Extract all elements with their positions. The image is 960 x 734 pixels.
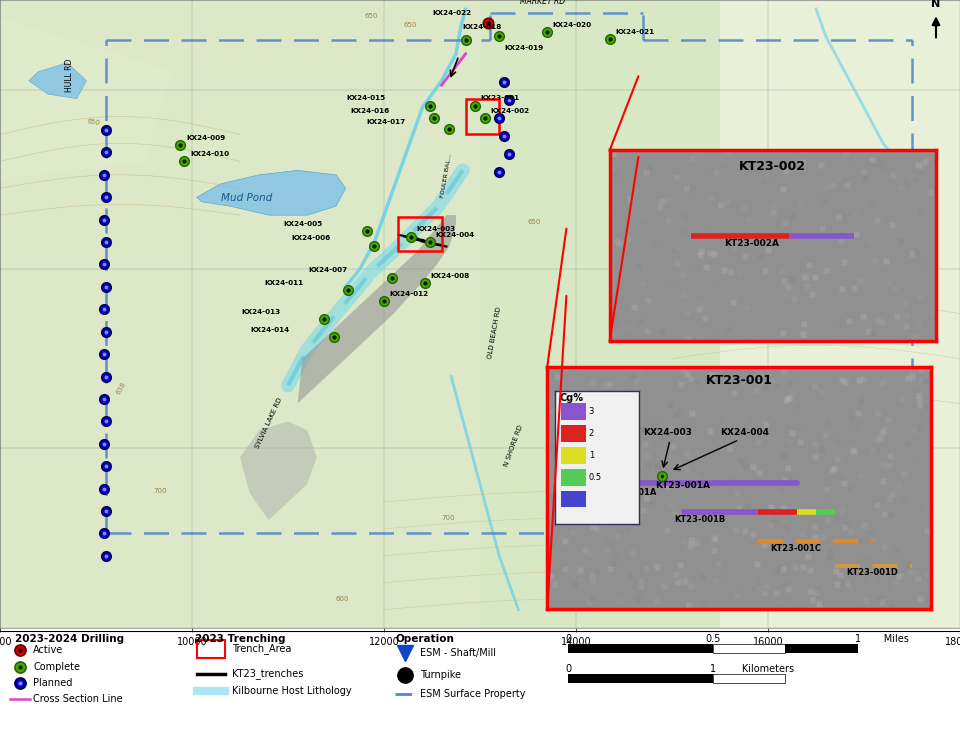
- Text: ESM - Shaft/Mill: ESM - Shaft/Mill: [420, 647, 496, 658]
- Text: Complete: Complete: [33, 662, 80, 672]
- Text: KX24-003: KX24-003: [417, 226, 456, 232]
- Text: Kilbourne Host Lithology: Kilbourne Host Lithology: [232, 686, 351, 696]
- Text: OLD BEACH RD: OLD BEACH RD: [487, 307, 502, 360]
- Bar: [713, 644, 785, 653]
- Text: KX24-020: KX24-020: [553, 22, 592, 28]
- Text: KX24-002: KX24-002: [491, 108, 530, 114]
- Bar: [197, 639, 225, 658]
- Text: FOULER BAL...: FOULER BAL...: [440, 153, 453, 198]
- Text: KX24-008: KX24-008: [431, 273, 470, 279]
- Polygon shape: [0, 18, 173, 179]
- Text: 0.5: 0.5: [706, 633, 721, 644]
- Text: Cross Section Line: Cross Section Line: [33, 694, 123, 704]
- Text: KX24-003: KX24-003: [643, 428, 692, 437]
- Text: KX23-001: KX23-001: [481, 95, 520, 101]
- Polygon shape: [0, 0, 480, 628]
- Polygon shape: [298, 215, 456, 404]
- Text: KX24-022: KX24-022: [432, 10, 471, 16]
- Text: Empire State Mine: Empire State Mine: [554, 527, 771, 547]
- Text: KX24-006: KX24-006: [291, 235, 330, 241]
- Text: KX24-012: KX24-012: [390, 291, 429, 297]
- Text: KX24-007: KX24-007: [308, 267, 348, 273]
- Text: KT23_trenches: KT23_trenches: [232, 668, 303, 679]
- Bar: [713, 675, 785, 683]
- Text: Turnpike: Turnpike: [420, 669, 461, 680]
- Text: 1: 1: [710, 664, 716, 674]
- Text: 2023 Trenching: 2023 Trenching: [195, 633, 285, 644]
- Text: KT23-001A: KT23-001A: [655, 481, 709, 490]
- Text: KT23-002: KT23-002: [739, 159, 806, 172]
- Text: 0: 0: [564, 633, 571, 644]
- Text: KX24-004: KX24-004: [436, 231, 475, 238]
- Text: 650: 650: [403, 22, 417, 28]
- Text: KX24-017: KX24-017: [366, 119, 405, 125]
- Text: KX24-004: KX24-004: [720, 428, 769, 437]
- Text: 600: 600: [336, 596, 349, 602]
- Text: Active: Active: [33, 644, 63, 655]
- Text: 1: 1: [855, 633, 861, 644]
- Bar: [785, 644, 858, 653]
- Text: KT23-001C: KT23-001C: [770, 544, 821, 553]
- Polygon shape: [240, 421, 317, 520]
- Text: 700: 700: [154, 488, 167, 494]
- Text: N: N: [931, 0, 941, 9]
- Text: KX24-014: KX24-014: [251, 327, 290, 333]
- Polygon shape: [29, 62, 86, 98]
- Text: KX24-009: KX24-009: [186, 134, 226, 141]
- Bar: [466, 98, 499, 134]
- Text: KT23-001B: KT23-001B: [674, 515, 725, 524]
- Text: Kilometers: Kilometers: [720, 664, 794, 674]
- Text: KX24-013: KX24-013: [241, 308, 280, 315]
- Text: SYLVIA LAKE RD: SYLVIA LAKE RD: [254, 396, 283, 449]
- Bar: [398, 217, 442, 251]
- Text: KT23-001D: KT23-001D: [847, 568, 899, 578]
- Text: KX24-011: KX24-011: [264, 280, 303, 286]
- Text: MARKET RD: MARKET RD: [519, 0, 565, 7]
- Text: KT23-001A: KT23-001A: [605, 488, 657, 498]
- Bar: [568, 644, 713, 653]
- Text: N SHORE RD: N SHORE RD: [503, 424, 524, 468]
- Polygon shape: [720, 0, 960, 628]
- Text: 700: 700: [442, 515, 455, 521]
- Text: 638: 638: [115, 381, 127, 396]
- Text: 650: 650: [528, 219, 541, 225]
- Text: Planned: Planned: [33, 677, 72, 688]
- Text: HULL RD: HULL RD: [64, 58, 74, 92]
- Text: Trench_Area: Trench_Area: [232, 643, 292, 654]
- Text: KX24-021: KX24-021: [615, 29, 655, 35]
- Text: Miles: Miles: [865, 633, 909, 644]
- Text: 650: 650: [86, 118, 101, 126]
- Text: KX24-016: KX24-016: [350, 108, 390, 114]
- Text: ESM Surface Property: ESM Surface Property: [420, 688, 525, 699]
- Text: Mud Pond: Mud Pond: [221, 193, 273, 203]
- Text: 2023-2024 Drilling: 2023-2024 Drilling: [15, 633, 124, 644]
- Text: Operation: Operation: [395, 633, 454, 644]
- Bar: [568, 675, 713, 683]
- Text: KX24-010: KX24-010: [190, 150, 229, 157]
- Text: KX24-018: KX24-018: [463, 24, 502, 30]
- Text: KX24-015: KX24-015: [347, 95, 386, 101]
- Text: KX24-005: KX24-005: [283, 221, 323, 227]
- Polygon shape: [197, 170, 346, 215]
- Text: 0: 0: [564, 664, 571, 674]
- Text: KX24-019: KX24-019: [505, 45, 544, 51]
- Text: 650: 650: [365, 13, 378, 19]
- Text: KT23-001: KT23-001: [706, 374, 773, 387]
- Text: KT23-002A: KT23-002A: [724, 239, 779, 248]
